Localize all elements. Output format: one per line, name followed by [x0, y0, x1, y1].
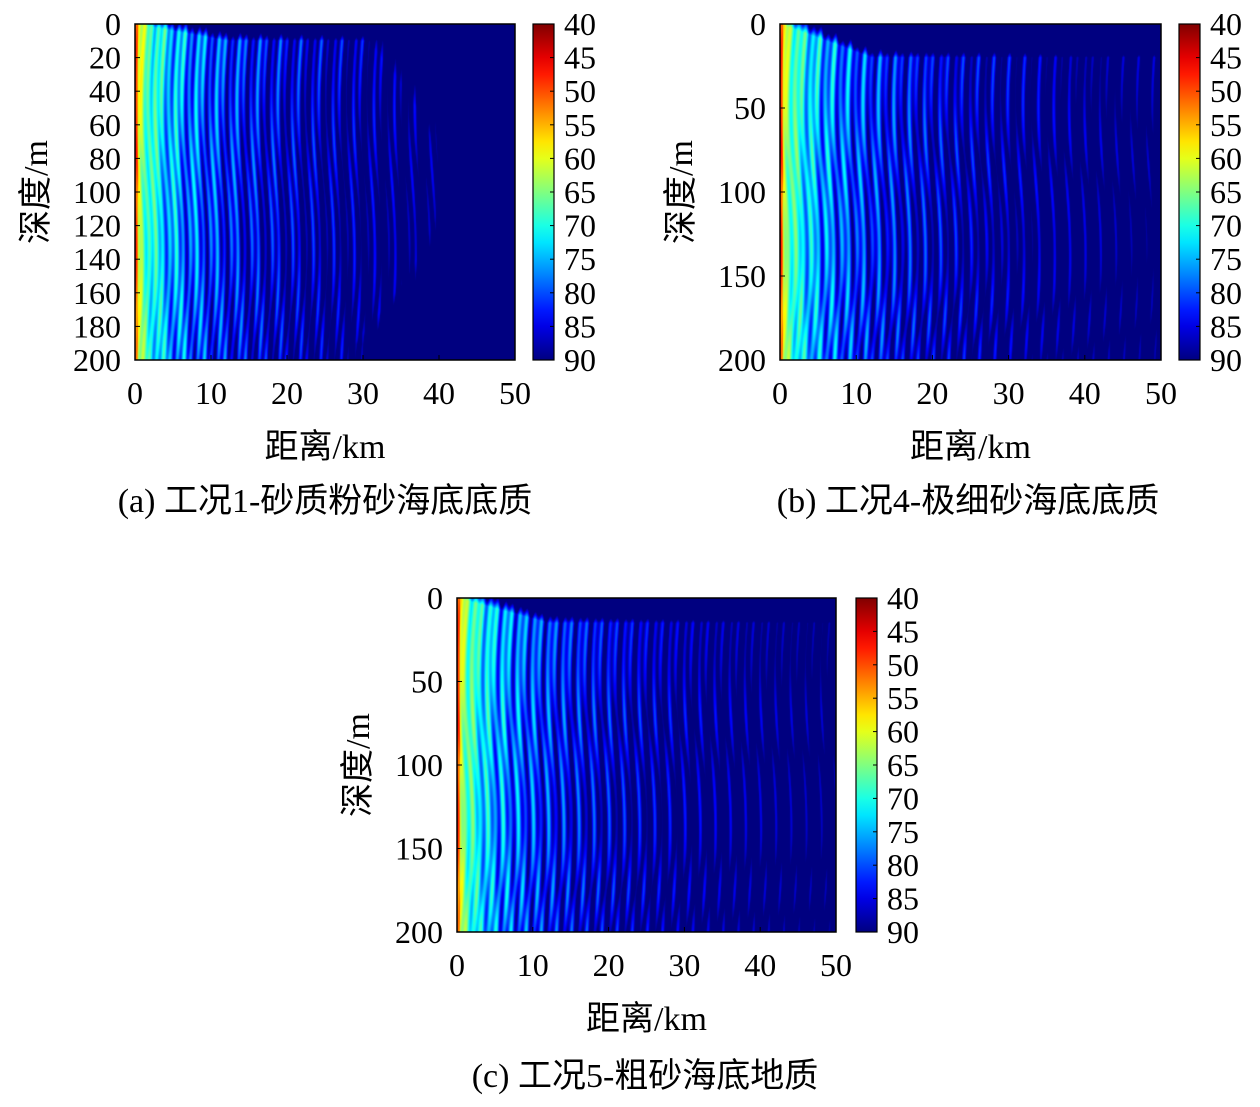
colorbar-tick-label: 40 [1210, 6, 1242, 42]
chart-panel-a: 0 10 20 30 40 50020406080100120140160180200距离… [17, 6, 596, 520]
x-tick-label: 20 [271, 375, 303, 411]
y-axis-label: 深度/m [339, 713, 377, 817]
colorbar-tick-label: 70 [1210, 208, 1242, 244]
y-tick-label: 20 [89, 40, 121, 76]
colorbar-tick-label: 75 [1210, 241, 1242, 277]
x-tick-label: 10 [517, 947, 549, 983]
x-tick-label: 20 [593, 947, 625, 983]
x-tick-label: 50 [499, 375, 531, 411]
y-tick-label: 100 [718, 174, 766, 210]
colorbar-tick-label: 50 [564, 73, 596, 109]
colorbar-tick-label: 85 [564, 308, 596, 344]
y-tick-label: 50 [734, 90, 766, 126]
colorbar-tick-label: 90 [1210, 342, 1242, 378]
colorbar-tick-label: 40 [564, 6, 596, 42]
colorbar-tick-label: 60 [1210, 140, 1242, 176]
y-tick-label: 100 [73, 174, 121, 210]
colorbar-tick-label: 50 [1210, 73, 1242, 109]
y-tick-label: 100 [395, 747, 443, 783]
x-tick-label: 20 [916, 375, 948, 411]
y-tick-label: 200 [73, 342, 121, 378]
y-tick-label: 50 [411, 664, 443, 700]
x-tick-label: 0 [772, 375, 788, 411]
colorbar-tick-label: 85 [887, 881, 919, 917]
colorbar-tick-label: 60 [564, 140, 596, 176]
colorbar-tick-label: 45 [1210, 40, 1242, 76]
colorbar-tick-label: 60 [887, 714, 919, 750]
panel-caption: (c) 工况5-粗砂海底地质 [472, 1057, 819, 1095]
colorbar-tick-label: 55 [887, 680, 919, 716]
x-axis-label: 距离/km [910, 428, 1031, 466]
y-tick-label: 40 [89, 73, 121, 109]
y-tick-label: 0 [750, 6, 766, 42]
heatmap-field [457, 598, 836, 932]
panel-caption: (a) 工况1-砂质粉砂海底底质 [118, 482, 533, 520]
heatmap-field [780, 24, 1161, 360]
colorbar-tick-label: 90 [564, 342, 596, 378]
colorbar-tick-label: 40 [887, 580, 919, 616]
colorbar-tick-label: 45 [887, 613, 919, 649]
colorbar-tick-label: 70 [564, 208, 596, 244]
x-tick-label: 0 [127, 375, 143, 411]
y-tick-label: 0 [105, 6, 121, 42]
colorbar-tick-label: 85 [1210, 308, 1242, 344]
y-axis-label: 深度/m [662, 140, 700, 244]
x-tick-label: 50 [820, 947, 852, 983]
colorbar-tick-label: 65 [887, 747, 919, 783]
x-tick-label: 30 [347, 375, 379, 411]
colorbar-tick-label: 65 [1210, 174, 1242, 210]
x-tick-label: 40 [744, 947, 776, 983]
x-tick-label: 30 [668, 947, 700, 983]
y-tick-label: 200 [718, 342, 766, 378]
colorbar-tick-label: 45 [564, 40, 596, 76]
colorbar-tick-label: 65 [564, 174, 596, 210]
x-tick-label: 30 [993, 375, 1025, 411]
x-axis-label: 距离/km [586, 1000, 707, 1038]
colorbar-tick-label: 80 [1210, 275, 1242, 311]
x-tick-label: 40 [423, 375, 455, 411]
heatmap-field [135, 24, 515, 360]
y-tick-label: 60 [89, 107, 121, 143]
y-tick-label: 200 [395, 914, 443, 950]
y-tick-label: 80 [89, 140, 121, 176]
colorbar-tick-label: 55 [1210, 107, 1242, 143]
x-tick-label: 50 [1145, 375, 1177, 411]
colorbar-tick-label: 75 [887, 814, 919, 850]
x-tick-label: 0 [449, 947, 465, 983]
y-axis-label: 深度/m [17, 140, 55, 244]
panel-caption: (b) 工况4-极细砂海底底质 [777, 482, 1159, 520]
x-tick-label: 10 [195, 375, 227, 411]
y-tick-label: 180 [73, 308, 121, 344]
colorbar-tick-label: 80 [564, 275, 596, 311]
y-tick-label: 0 [427, 580, 443, 616]
y-tick-label: 140 [73, 241, 121, 277]
colorbar-tick-label: 75 [564, 241, 596, 277]
y-tick-label: 150 [395, 831, 443, 867]
colorbar-tick-label: 90 [887, 914, 919, 950]
x-axis-label: 距离/km [265, 428, 386, 466]
y-tick-label: 160 [73, 275, 121, 311]
chart-panel-b: 0 10 20 30 40 50050100150200距离/km深度/m40455055… [662, 6, 1242, 520]
x-tick-label: 10 [840, 375, 872, 411]
colorbar-tick-label: 55 [564, 107, 596, 143]
y-tick-label: 150 [718, 258, 766, 294]
x-tick-label: 40 [1069, 375, 1101, 411]
chart-panel-c: 0 10 20 30 40 50050100150200距离/km深度/m40455055… [339, 580, 919, 1095]
colorbar-tick-label: 50 [887, 647, 919, 683]
colorbar-tick-label: 70 [887, 780, 919, 816]
y-tick-label: 120 [73, 208, 121, 244]
colorbar-tick-label: 80 [887, 847, 919, 883]
